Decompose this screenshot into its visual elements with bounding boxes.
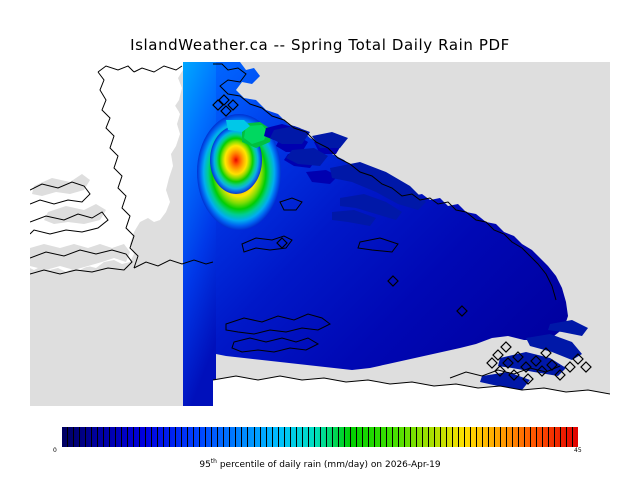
colorbar-tick [405, 427, 411, 447]
colorbar-tick [573, 427, 578, 447]
colorbar-max-label: 45 [574, 447, 582, 454]
colorbar-tick [315, 427, 321, 447]
colorbar-tick [279, 427, 285, 447]
colorbar-tick [212, 427, 219, 447]
colorbar-tick [339, 427, 345, 447]
colorbar-tick [555, 427, 562, 447]
colorbar-tick [513, 427, 520, 447]
colorbar-tick [188, 427, 195, 447]
colorbar-tick [447, 427, 454, 447]
colorbar-tick [423, 427, 429, 447]
colorbar-tick [369, 427, 375, 447]
colorbar-tick [381, 427, 387, 447]
colorbar-tick [363, 427, 369, 447]
colorbar-tick [303, 427, 309, 447]
colorbar-tick [489, 427, 496, 447]
colorbar-tick [453, 427, 460, 447]
colorbar-tick [525, 427, 532, 447]
colorbar-tick [459, 427, 466, 447]
colorbar-tick [345, 427, 351, 447]
colorbar-tick [483, 427, 490, 447]
caption-superscript: th [210, 458, 217, 465]
coastline-layer [30, 63, 610, 406]
colorbar-tick [110, 427, 117, 447]
colorbar-tick [206, 427, 213, 447]
colorbar-tick [122, 427, 129, 447]
colorbar-tick [465, 427, 472, 447]
colorbar-tick [399, 427, 405, 447]
colorbar-tick [86, 427, 93, 447]
colorbar-tick [507, 427, 514, 447]
colorbar-tick [291, 427, 297, 447]
colorbar-tick [92, 427, 99, 447]
map-panel[interactable] [30, 62, 610, 406]
colorbar-tick [333, 427, 339, 447]
colorbar-tick [74, 427, 81, 447]
colorbar-tick [98, 427, 105, 447]
colorbar-tick [537, 427, 544, 447]
caption-suffix: percentile of daily rain (mm/day) on 202… [216, 460, 441, 470]
colorbar-tick [152, 427, 159, 447]
colorbar-tick [236, 427, 243, 447]
colorbar-tick [411, 427, 417, 447]
colorbar-tick [164, 427, 171, 447]
colorbar-tick [393, 427, 399, 447]
colorbar-tick [194, 427, 201, 447]
colorbar-ticks [62, 427, 578, 447]
colorbar-tick [128, 427, 135, 447]
colorbar-tick [170, 427, 177, 447]
colorbar-tick [261, 427, 267, 447]
colorbar-tick [567, 427, 574, 447]
colorbar-tick [309, 427, 315, 447]
colorbar-tick [285, 427, 291, 447]
colorbar-tick [242, 427, 249, 447]
colorbar-tick [441, 427, 447, 447]
colorbar-tick [134, 427, 141, 447]
colorbar-tick [176, 427, 183, 447]
colorbar-tick [501, 427, 508, 447]
colorbar-tick [375, 427, 381, 447]
colorbar-caption: 95th percentile of daily rain (mm/day) o… [0, 458, 640, 470]
colorbar-tick [495, 427, 502, 447]
colorbar-tick [531, 427, 538, 447]
colorbar-tick [116, 427, 123, 447]
station-markers-layer[interactable] [30, 62, 610, 406]
colorbar-tick [327, 427, 333, 447]
colorbar-tick [182, 427, 189, 447]
colorbar-tick [80, 427, 87, 447]
colorbar-tick [561, 427, 568, 447]
colorbar-tick [543, 427, 550, 447]
colorbar-tick [519, 427, 526, 447]
colorbar-tick [387, 427, 393, 447]
colorbar-tick [68, 427, 75, 447]
colorbar-tick [417, 427, 423, 447]
colorbar-tick [218, 427, 225, 447]
colorbar-min-label: 0 [53, 447, 57, 454]
colorbar-tick [351, 427, 357, 447]
colorbar-tick [146, 427, 153, 447]
colorbar-tick [104, 427, 111, 447]
colorbar[interactable] [62, 427, 578, 447]
colorbar-tick [297, 427, 303, 447]
colorbar-tick [230, 427, 237, 447]
colorbar-tick [62, 427, 69, 447]
colorbar-tick [477, 427, 484, 447]
caption-prefix: 95 [199, 460, 211, 470]
colorbar-tick [321, 427, 327, 447]
colorbar-tick [429, 427, 435, 447]
colorbar-tick [248, 427, 255, 447]
colorbar-tick [200, 427, 207, 447]
colorbar-tick [140, 427, 147, 447]
colorbar-tick [549, 427, 556, 447]
colorbar-tick [273, 427, 279, 447]
colorbar-tick [471, 427, 478, 447]
colorbar-tick [224, 427, 231, 447]
colorbar-tick [158, 427, 165, 447]
colorbar-tick [435, 427, 441, 447]
colorbar-tick [267, 427, 273, 447]
colorbar-tick [357, 427, 363, 447]
page-title: IslandWeather.ca -- Spring Total Daily R… [130, 36, 510, 54]
colorbar-tick [255, 427, 261, 447]
